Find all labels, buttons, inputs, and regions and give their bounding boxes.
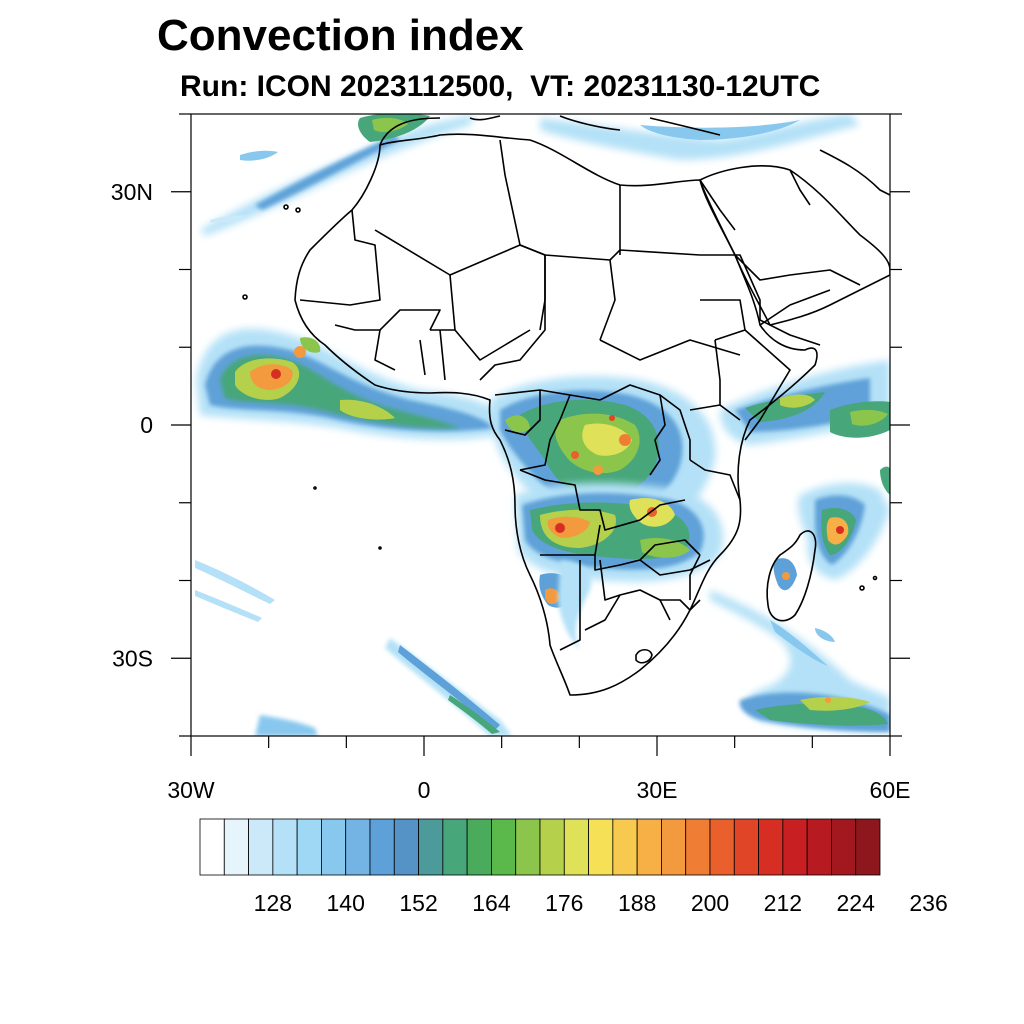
region-south-atlantic (195, 215, 512, 736)
colorbar-swatch (248, 818, 274, 876)
colorbar-swatch (855, 818, 881, 876)
colorbar-swatch (393, 818, 419, 876)
map-axes: 30W 0 30E 60E 30N 0 30S (111, 113, 911, 803)
colorbar-swatch (418, 818, 444, 876)
chart-subtitle: Run: ICON 2023112500, VT: 20231130-12UTC (180, 70, 821, 103)
colorbar: 128 140 152 164 176 188 200 212 224 236 (199, 818, 948, 916)
colorbar-swatch (199, 818, 225, 876)
colorbar-swatch (272, 818, 298, 876)
colorbar-swatch (806, 818, 832, 876)
colorbar-swatch (369, 818, 395, 876)
x-tick-label: 30W (167, 777, 215, 803)
colorbar-swatch (466, 818, 492, 876)
colorbar-swatch (563, 818, 589, 876)
madagascar-coastline (766, 530, 817, 622)
colorbar-swatch (831, 818, 857, 876)
colorbar-swatch (588, 818, 614, 876)
colorbar-swatch (491, 818, 517, 876)
region-sw-indian-ocean (710, 590, 890, 732)
colorbar-swatch (223, 818, 249, 876)
colorbar-swatch (685, 818, 711, 876)
colorbar-swatch (758, 818, 784, 876)
coastline-and-borders (242, 115, 890, 696)
x-tick-label: 0 (418, 777, 431, 803)
colorbar-label: 176 (545, 890, 583, 916)
colorbar-swatch (345, 818, 371, 876)
convection-field-layer (195, 114, 890, 736)
colorbar-label: 140 (327, 890, 365, 916)
colorbar-swatch (515, 818, 541, 876)
colorbar-label: 236 (909, 890, 947, 916)
region-east-africa (720, 360, 890, 445)
region-west-africa (196, 328, 520, 440)
colorbar-label: 152 (399, 890, 437, 916)
colorbar-swatch (733, 818, 759, 876)
colorbar-swatch (709, 818, 735, 876)
colorbar-swatch (539, 818, 565, 876)
colorbar-swatch (612, 818, 638, 876)
x-tick-label: 60E (870, 777, 911, 803)
colorbar-label: 188 (618, 890, 656, 916)
region-southern-africa (515, 483, 724, 650)
colorbar-label: 200 (691, 890, 729, 916)
colorbar-label: 128 (254, 890, 292, 916)
colorbar-swatch (296, 818, 322, 876)
colorbar-swatch (636, 818, 662, 876)
colorbar-swatch (782, 818, 808, 876)
y-tick-label: 30S (112, 645, 153, 671)
colorbar-label: 164 (472, 890, 511, 916)
chart-title: Convection index (157, 11, 524, 60)
colorbar-label: 212 (764, 890, 802, 916)
region-north-atlantic (200, 114, 860, 236)
region-madagascar (773, 466, 890, 591)
y-tick-label: 0 (140, 412, 153, 438)
y-tick-label: 30N (111, 179, 153, 205)
colorbar-label: 224 (837, 890, 876, 916)
colorbar-swatch (442, 818, 468, 876)
x-tick-label: 30E (637, 777, 678, 803)
colorbar-swatch (661, 818, 687, 876)
colorbar-swatch (321, 818, 347, 876)
